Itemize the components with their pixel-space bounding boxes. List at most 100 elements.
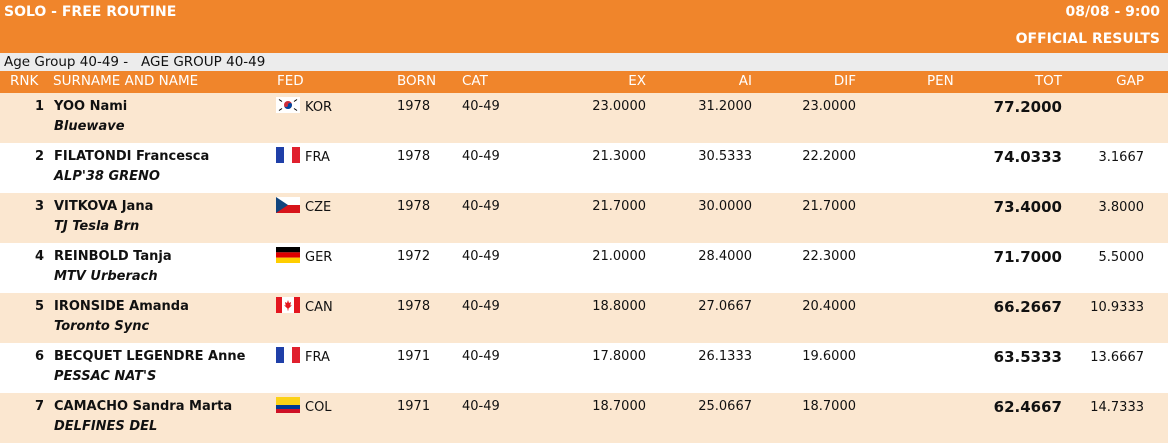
difficulty-score: 22.3000 xyxy=(802,249,856,264)
gap-to-leader: 5.5000 xyxy=(1098,250,1145,265)
table-row: 2 FILATONDI Francesca ALP'38 GRENO FRA 1978 4… xyxy=(0,143,1168,193)
gap-to-leader: 3.8000 xyxy=(1098,200,1145,215)
difficulty-score: 22.2000 xyxy=(802,149,856,164)
execution-score: 21.0000 xyxy=(592,249,646,264)
club-name: PESSAC NAT'S xyxy=(54,369,157,384)
execution-score: 17.8000 xyxy=(592,349,646,364)
federation-code: CAN xyxy=(305,300,333,315)
fra-flag-icon xyxy=(276,347,300,363)
difficulty-score: 18.7000 xyxy=(802,399,856,414)
club-name: ALP'38 GRENO xyxy=(54,169,160,184)
rank-cell: 4 xyxy=(34,249,44,264)
age-group-row: Age Group 40-49 - AGE GROUP 40-49 xyxy=(0,53,1168,71)
col-born: BORN xyxy=(397,73,437,89)
column-header-row: RNK SURNAME AND NAME FED BORN CAT EX AI … xyxy=(0,71,1168,93)
rank-cell: 3 xyxy=(34,199,44,214)
club-name: Bluewave xyxy=(54,119,125,134)
total-score: 73.4000 xyxy=(993,198,1062,216)
club-name: TJ Tesla Brn xyxy=(54,219,140,234)
col-cat: CAT xyxy=(462,73,488,89)
artistic-impression-score: 30.5333 xyxy=(698,149,752,164)
execution-score: 23.0000 xyxy=(592,99,646,114)
difficulty-score: 19.6000 xyxy=(802,349,856,364)
rank-cell: 6 xyxy=(34,349,44,364)
col-fed: FED xyxy=(277,73,304,89)
category: 40-49 xyxy=(462,99,500,114)
birth-year: 1971 xyxy=(397,399,431,414)
birth-year: 1978 xyxy=(397,199,431,214)
federation-code: FRA xyxy=(305,350,330,365)
artistic-impression-score: 26.1333 xyxy=(698,349,752,364)
athlete-name: VITKOVA Jana xyxy=(54,199,154,214)
col-rnk: RNK xyxy=(10,73,39,89)
federation-code: COL xyxy=(305,400,332,415)
category: 40-49 xyxy=(462,349,500,364)
kor-flag-icon xyxy=(276,97,300,113)
col-ex: EX xyxy=(628,73,646,89)
age-group-label: Age Group 40-49 - AGE GROUP 40-49 xyxy=(4,54,266,70)
table-row: 5 IRONSIDE Amanda Toronto Sync CAN 1978 40-49… xyxy=(0,293,1168,343)
birth-year: 1978 xyxy=(397,299,431,314)
federation-code: CZE xyxy=(305,200,332,215)
artistic-impression-score: 28.4000 xyxy=(698,249,752,264)
athlete-name: IRONSIDE Amanda xyxy=(54,299,189,314)
category: 40-49 xyxy=(462,399,500,414)
execution-score: 21.7000 xyxy=(592,199,646,214)
execution-score: 18.7000 xyxy=(592,399,646,414)
gap-to-leader: 13.6667 xyxy=(1090,350,1144,365)
rank-cell: 5 xyxy=(34,299,44,314)
birth-year: 1971 xyxy=(397,349,431,364)
gap-to-leader: 10.9333 xyxy=(1090,300,1144,315)
birth-year: 1978 xyxy=(397,149,431,164)
col-tot: TOT xyxy=(1034,73,1062,89)
event-title: SOLO - FREE ROUTINE xyxy=(4,4,177,20)
table-row: 6 BECQUET LEGENDRE Anne PESSAC NAT'S FRA 197… xyxy=(0,343,1168,393)
fra-flag-icon xyxy=(276,147,300,163)
rank-cell: 7 xyxy=(34,399,44,414)
club-name: MTV Urberach xyxy=(54,269,158,284)
artistic-impression-score: 31.2000 xyxy=(698,99,752,114)
gap-to-leader: 14.7333 xyxy=(1090,400,1144,415)
club-name: DELFINES DEL xyxy=(54,419,158,434)
federation-code: GER xyxy=(305,250,333,265)
category: 40-49 xyxy=(462,249,500,264)
federation-code: FRA xyxy=(305,150,330,165)
rank-cell: 1 xyxy=(34,99,44,114)
can-flag-icon xyxy=(276,297,300,313)
col-flag-icon xyxy=(276,397,300,413)
gap-to-leader: 3.1667 xyxy=(1098,150,1145,165)
federation-code: KOR xyxy=(305,100,333,115)
athlete-name: CAMACHO Sandra Marta xyxy=(54,399,233,414)
execution-score: 18.8000 xyxy=(592,299,646,314)
category: 40-49 xyxy=(462,199,500,214)
results-header: SOLO - FREE ROUTINE 08/08 - 9:00 OFFICIA… xyxy=(0,0,1168,53)
birth-year: 1972 xyxy=(397,249,431,264)
col-dif: DIF xyxy=(833,73,856,89)
birth-year: 1978 xyxy=(397,99,431,114)
col-name: SURNAME AND NAME xyxy=(53,73,199,89)
table-row: 3 VITKOVA Jana TJ Tesla Brn CZE 1978 40-49 21.… xyxy=(0,193,1168,243)
table-row: 1 YOO Nami Bluewave KOR 1978 40-49 23.0000 31.2… xyxy=(0,93,1168,143)
total-score: 66.2667 xyxy=(993,298,1062,316)
col-gap: GAP xyxy=(1116,73,1144,89)
total-score: 63.5333 xyxy=(993,348,1062,366)
artistic-impression-score: 25.0667 xyxy=(698,399,752,414)
col-ai: AI xyxy=(738,73,752,89)
difficulty-score: 21.7000 xyxy=(802,199,856,214)
difficulty-score: 23.0000 xyxy=(802,99,856,114)
total-score: 71.7000 xyxy=(993,248,1062,266)
execution-score: 21.3000 xyxy=(592,149,646,164)
event-datetime: 08/08 - 9:00 xyxy=(1065,4,1160,20)
rank-cell: 2 xyxy=(34,149,44,164)
category: 40-49 xyxy=(462,299,500,314)
athlete-name: YOO Nami xyxy=(54,99,128,114)
total-score: 62.4667 xyxy=(993,398,1062,416)
results-status: OFFICIAL RESULTS xyxy=(1015,31,1160,47)
artistic-impression-score: 30.0000 xyxy=(698,199,752,214)
athlete-name: REINBOLD Tanja xyxy=(54,249,172,264)
col-pen: PEN xyxy=(927,73,954,89)
difficulty-score: 20.4000 xyxy=(802,299,856,314)
club-name: Toronto Sync xyxy=(54,319,150,334)
table-row: 7 CAMACHO Sandra Marta DELFINES DEL COL 1971… xyxy=(0,393,1168,443)
total-score: 77.2000 xyxy=(993,98,1062,116)
